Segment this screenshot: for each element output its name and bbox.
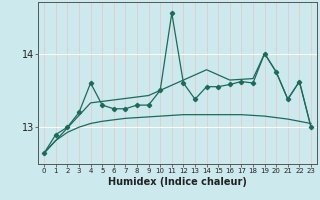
X-axis label: Humidex (Indice chaleur): Humidex (Indice chaleur) — [108, 177, 247, 187]
